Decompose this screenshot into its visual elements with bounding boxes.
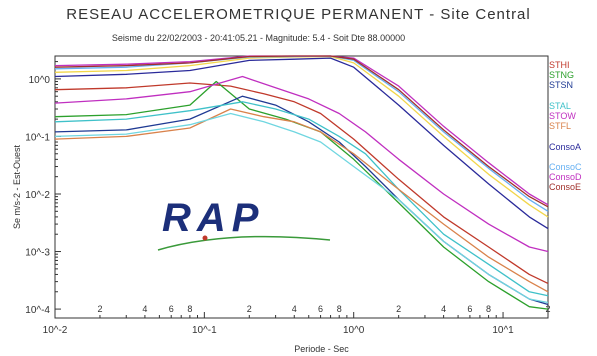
y-axis-label: Se m/s-2 - Est-Ouest [12,144,22,229]
y-tick-label: 10^-1 [25,132,50,143]
series-line-stow [54,75,549,253]
x-tick-label: 10^-2 [43,325,68,336]
x-minor-tick-label: 2 [247,304,252,314]
legend-entry: STAL [549,100,571,111]
legend-entry: STOW [549,111,576,122]
series-line-consob [54,55,549,218]
y-tick-label: 10^-2 [25,190,50,201]
chart-title: RESEAU ACCELEROMETRIQUE PERMANENT - Site… [66,6,531,23]
x-minor-tick-label: 4 [292,304,297,314]
series-line-consoa [54,57,549,230]
x-minor-tick-label: 6 [318,304,323,314]
legend: STHI STNG STSN STAL STOW STFL ConsoA ConsoC C… [549,60,595,193]
y-tick-label: 10^0 [29,75,51,86]
x-tick-label: 10^-1 [192,325,217,336]
series-line-stal [54,101,549,297]
x-axis-label: Periode - Sec [294,344,349,354]
plot-frame [54,55,549,319]
y-tick-label: 10^-4 [25,305,50,316]
series-line-stbl [54,112,549,304]
legend-entry: STNG [549,70,575,81]
legend-entry: ConsoC [549,162,582,173]
x-minor-tick-label: 2 [97,304,102,314]
logo-swoosh [157,235,331,251]
x-minor-tick-label: 8 [486,304,491,314]
x-tick-label: 10^0 [343,325,365,336]
series-line-consoe [54,55,549,208]
rap-logo: RAP [162,196,265,240]
legend-entry: STSN [549,80,574,91]
x-minor-tick-label: 2 [396,304,401,314]
logo-dot [202,235,208,241]
x-minor-tick-label: 6 [169,304,174,314]
y-tick-label: 10^-3 [25,248,50,259]
x-minor-tick-label: 4 [441,304,446,314]
legend-entry [549,152,595,162]
series-line-stfl [54,108,549,293]
x-tick-label: 10^1 [492,325,514,336]
legend-entry: ConsoE [549,182,582,193]
chart-subtitle: Seisme du 22/02/2003 - 20:41:05.21 - Mag… [111,33,406,43]
series-line-sthi [54,82,549,284]
x-minor-tick-label: 8 [337,304,342,314]
legend-entry [549,91,595,101]
legend-entry: ConsoD [549,172,582,183]
legend-entry: STFL [549,121,572,132]
legend-entry: ConsoA [549,141,582,152]
x-minor-tick-label: 4 [142,304,147,314]
legend-entry [549,131,595,141]
x-minor-tick-label: 6 [467,304,472,314]
legend-entry: STHI [549,60,570,70]
x-minor-tick-label: 8 [187,304,192,314]
